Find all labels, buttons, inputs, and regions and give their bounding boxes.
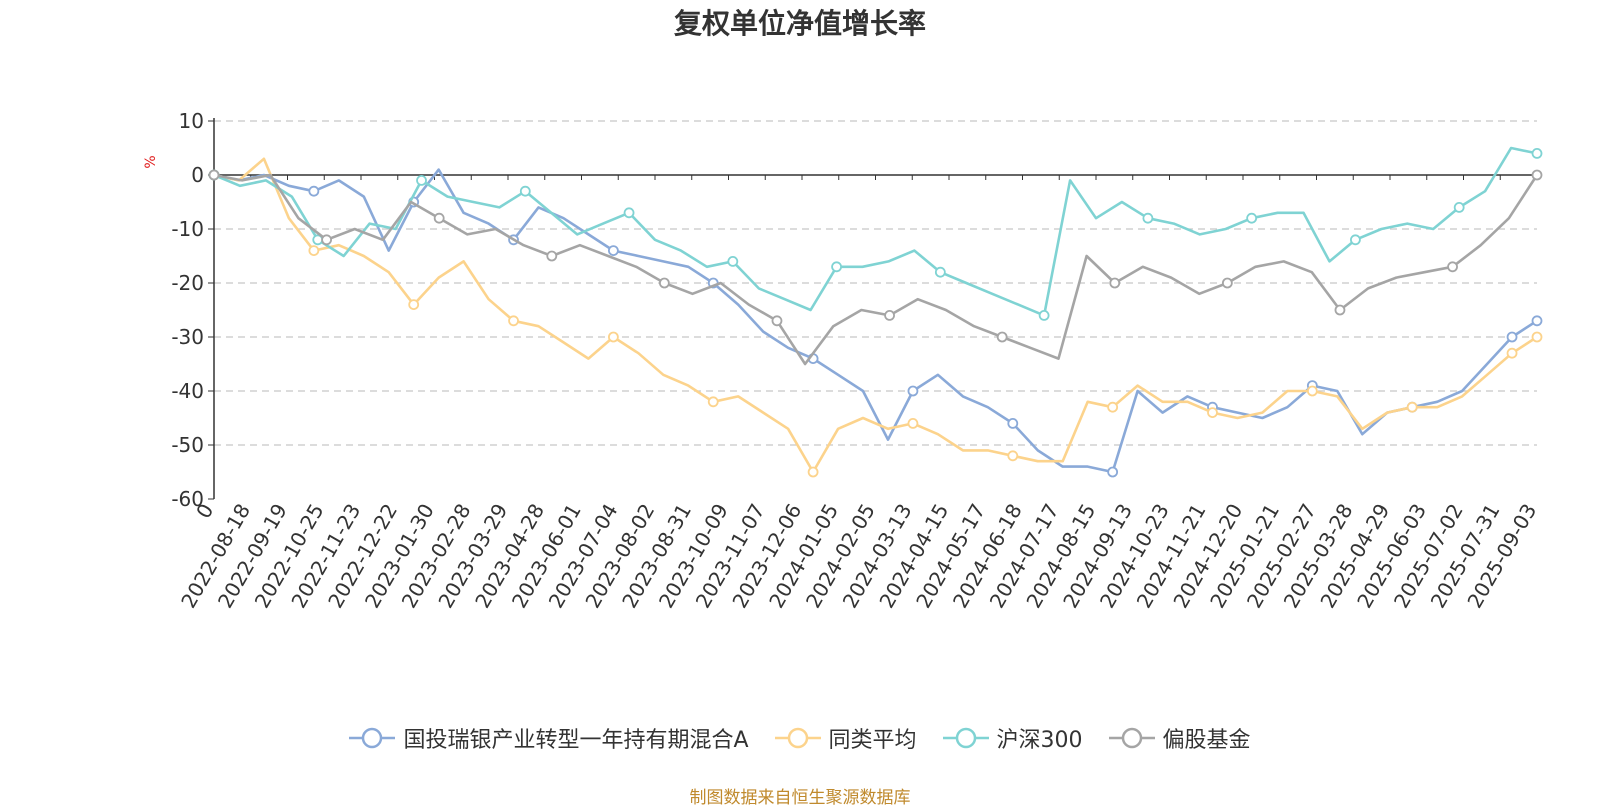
legend-item[interactable]: 沪深300 bbox=[942, 722, 1083, 754]
series-0-point bbox=[1007, 417, 1019, 429]
y-tick-label: -60 bbox=[171, 487, 204, 511]
series-1-point bbox=[807, 466, 819, 478]
series-3-point bbox=[771, 315, 783, 327]
y-tick-label: 0 bbox=[191, 163, 204, 187]
series-3-point bbox=[996, 331, 1008, 343]
series-2-point bbox=[1142, 212, 1154, 224]
legend-line-circle-icon bbox=[774, 727, 821, 749]
y-tick-label: 10 bbox=[179, 109, 204, 133]
y-tick-label: -10 bbox=[171, 217, 204, 241]
series-3-point bbox=[658, 277, 670, 289]
series-0-point bbox=[1531, 315, 1543, 327]
series-1-point bbox=[408, 299, 420, 311]
legend-item[interactable]: 同类平均 bbox=[774, 722, 917, 754]
series-1-point bbox=[607, 331, 619, 343]
series-2-point bbox=[1246, 212, 1258, 224]
series-line-2 bbox=[213, 146, 1538, 317]
x-tick-labels: 02022-08-182022-09-192022-10-252022-11-2… bbox=[176, 500, 1541, 613]
chart-title: 复权单位净值增长率 bbox=[673, 7, 926, 40]
legend-line-circle-icon bbox=[349, 727, 396, 749]
series-1-point bbox=[1306, 385, 1318, 397]
y-tick-label: -20 bbox=[171, 271, 204, 295]
series-2-point bbox=[416, 174, 427, 186]
series-1-point bbox=[1506, 347, 1518, 359]
series-1-point bbox=[508, 315, 519, 327]
series-1-point bbox=[1007, 450, 1019, 462]
legend-item[interactable]: 偏股基金 bbox=[1108, 722, 1251, 754]
series-3-point bbox=[1221, 277, 1233, 289]
series-1-point bbox=[707, 396, 719, 408]
series-3-point bbox=[321, 234, 332, 246]
y-axis-label: % bbox=[143, 155, 159, 168]
y-tick-labels: 10 0 -10 -20 -30 -40 -50 -60 bbox=[171, 109, 204, 511]
series-3-point bbox=[1531, 169, 1543, 181]
series-2-point bbox=[1531, 147, 1543, 159]
series-1-point bbox=[308, 245, 320, 257]
series-2-point bbox=[727, 255, 739, 267]
series-2-point bbox=[934, 266, 946, 278]
series-2-point bbox=[1038, 309, 1050, 321]
series-3-point bbox=[1334, 304, 1346, 316]
legend-label: 国投瑞银产业转型一年持有期混合A bbox=[403, 728, 749, 753]
series-2-point bbox=[1453, 201, 1465, 213]
series-1-point bbox=[1531, 331, 1543, 343]
series-2-point bbox=[519, 185, 531, 197]
series-2-point bbox=[623, 207, 635, 219]
series-3-point bbox=[433, 212, 445, 224]
series-0-point bbox=[907, 385, 919, 397]
series-0-point bbox=[607, 245, 619, 257]
legend-line-circle-icon bbox=[1108, 727, 1155, 749]
series-line-0 bbox=[213, 168, 1538, 474]
series-1-point bbox=[1107, 401, 1119, 413]
legend-line-circle-icon bbox=[942, 727, 989, 749]
series-3-point bbox=[546, 250, 558, 262]
series-2-point bbox=[831, 261, 842, 273]
legend-item[interactable]: 国投瑞银产业转型一年持有期混合A bbox=[349, 722, 749, 754]
legend-label: 同类平均 bbox=[828, 728, 917, 753]
y-tick-label: -50 bbox=[171, 433, 204, 457]
series-0-point bbox=[308, 185, 320, 197]
series-0-point bbox=[1107, 466, 1119, 478]
series-1-point bbox=[1207, 407, 1218, 419]
y-tick-label: -40 bbox=[171, 379, 204, 403]
legend: 国投瑞银产业转型一年持有期混合A 同类平均 沪深300 偏股基金 bbox=[0, 722, 1600, 757]
series-3-point bbox=[1447, 261, 1458, 273]
series-0-point bbox=[1506, 331, 1518, 343]
x-tick-label: 0 bbox=[191, 500, 218, 523]
legend-label: 沪深300 bbox=[996, 728, 1083, 753]
series-1-point bbox=[1406, 401, 1418, 413]
series-lines bbox=[208, 146, 1543, 478]
series-2-point bbox=[1350, 234, 1361, 246]
series-1-point bbox=[907, 417, 919, 429]
series-3-point bbox=[884, 309, 895, 321]
y-tick-label: -30 bbox=[171, 325, 204, 349]
series-3-point bbox=[1109, 277, 1121, 289]
series-line-3 bbox=[213, 173, 1539, 366]
source-note: 制图数据来自恒生聚源数据库 bbox=[689, 788, 911, 808]
legend-label: 偏股基金 bbox=[1162, 728, 1251, 753]
line-chart: % 10 0 -10 -20 -30 -40 -50 -60 02022-08-182022-… bbox=[143, 109, 1543, 613]
series-3-point bbox=[208, 169, 220, 181]
